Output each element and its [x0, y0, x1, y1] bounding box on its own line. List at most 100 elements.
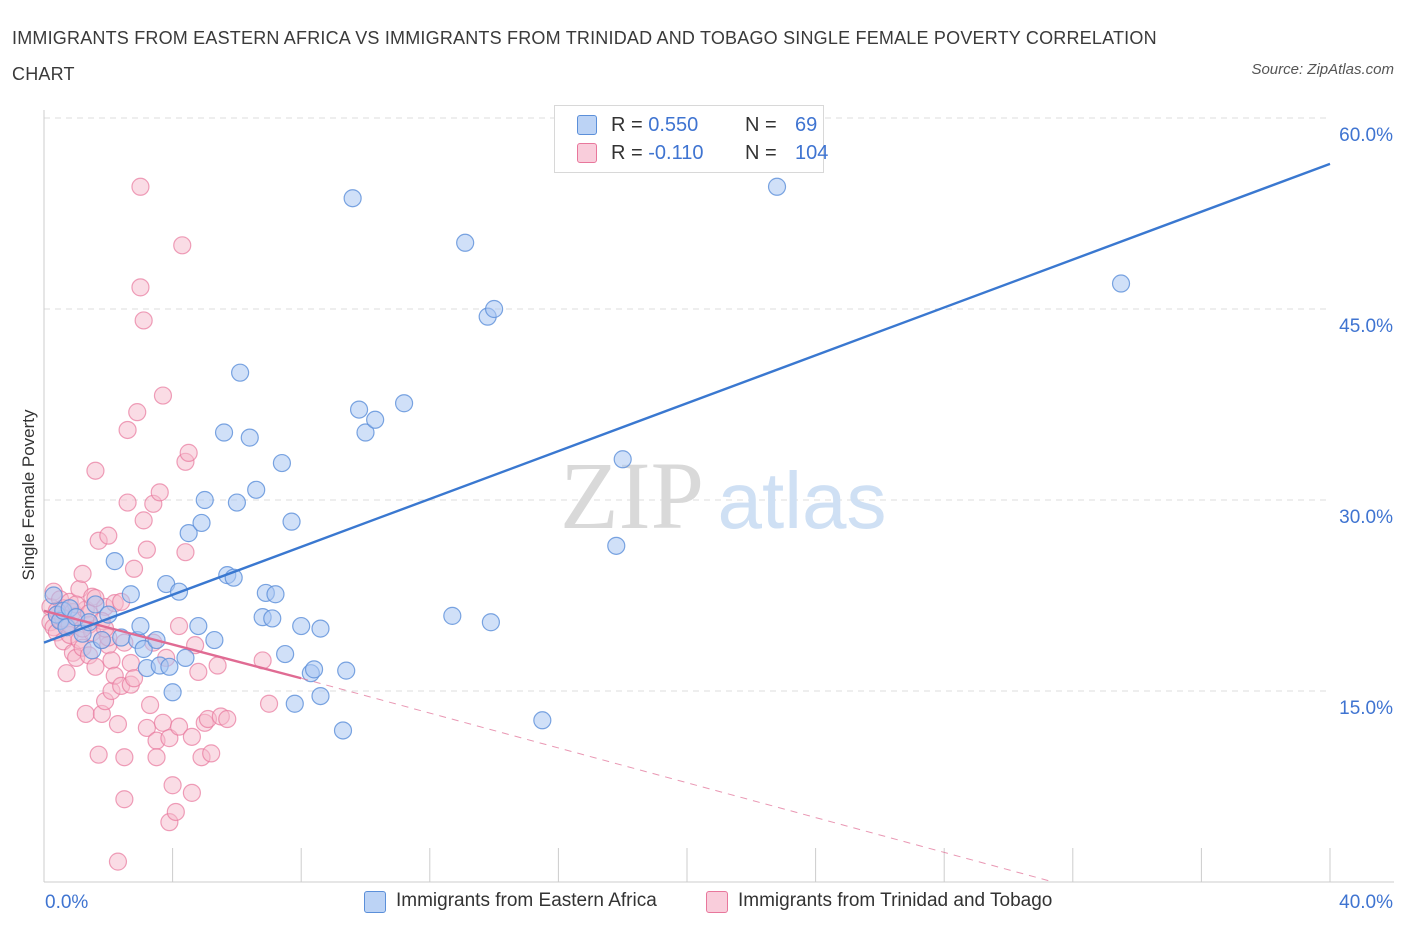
eastern-africa-point: [607, 536, 626, 555]
eastern-africa-point: [356, 423, 375, 442]
eastern-africa-point: [105, 552, 124, 571]
eastern-africa-point: [285, 694, 304, 713]
trinidad-point: [153, 713, 173, 732]
eastern-africa-point: [263, 609, 282, 628]
trinidad-point: [131, 278, 150, 297]
eastern-africa-point: [311, 686, 330, 706]
legend-swatch-pink: [706, 891, 728, 913]
chart-title: IMMIGRANTS FROM EASTERN AFRICA VS IMMIGR…: [12, 28, 1157, 84]
trinidad-point: [118, 493, 137, 512]
watermark: ZIP atlas: [560, 442, 886, 549]
eastern-africa-point: [333, 721, 353, 740]
eastern-africa-point: [272, 453, 292, 473]
eastern-africa-point: [304, 660, 324, 679]
eastern-africa-point: [443, 606, 462, 625]
trinidad-point: [134, 511, 153, 530]
n-value: 69: [795, 114, 818, 136]
trinidad-point: [137, 540, 156, 559]
eastern-africa-point: [1111, 274, 1131, 293]
eastern-africa-point: [195, 490, 214, 510]
trinidad-point: [102, 651, 121, 670]
eastern-africa-point: [192, 513, 211, 533]
trinidad-point: [115, 748, 134, 767]
eastern-africa-point: [337, 661, 356, 680]
trinidad-point: [259, 694, 279, 713]
trinidad-point: [182, 783, 201, 802]
watermark-atlas: atlas: [718, 456, 887, 545]
eastern-africa-point: [343, 189, 362, 208]
eastern-africa-point: [214, 423, 234, 442]
series-legend: Immigrants from Eastern Africa Immigrant…: [0, 888, 1406, 916]
eastern-africa-point: [189, 616, 208, 636]
eastern-africa-point: [86, 595, 105, 614]
trinidad-trend-line: [43, 609, 302, 680]
eastern-africa-point: [131, 616, 150, 636]
eastern-africa-point: [163, 683, 182, 702]
trinidad-point: [153, 386, 173, 405]
axes: [43, 110, 1394, 883]
trinidad-point: [99, 526, 118, 545]
trinidad-point: [208, 656, 227, 675]
eastern-africa-point: [485, 299, 504, 319]
eastern-africa-point: [533, 711, 552, 730]
eastern-africa-point: [613, 450, 632, 469]
r-value: 0.550: [648, 114, 699, 136]
eastern-africa-point: [205, 630, 224, 650]
eastern-africa-point: [231, 363, 250, 382]
trinidad-point: [137, 718, 156, 738]
trinidad-point: [147, 748, 166, 767]
eastern-africa-point: [282, 512, 301, 531]
series-trinidad-points: [41, 177, 279, 871]
trinidad-point: [218, 709, 237, 729]
trinidad-point: [166, 802, 185, 822]
trinidad-point: [73, 564, 92, 583]
trinidad-point: [118, 420, 137, 440]
eastern-africa-trend-line: [43, 162, 1331, 644]
eastern-africa-point: [311, 619, 330, 638]
trinidad-point: [169, 717, 189, 736]
trinidad-point: [124, 669, 144, 688]
legend-label: Immigrants from Eastern Africa: [396, 890, 657, 911]
trinidad-point: [86, 657, 105, 676]
trinidad-point: [169, 616, 189, 636]
eastern-africa-point: [92, 630, 111, 650]
eastern-africa-point: [179, 524, 198, 543]
legend-label: Immigrants from Trinidad and Tobago: [738, 890, 1053, 911]
eastern-africa-point: [366, 410, 385, 429]
n-value: 104: [795, 142, 829, 164]
trinidad-point: [108, 852, 128, 871]
trend-lines: [43, 162, 1331, 883]
y-tick-label: 15.0%: [1339, 698, 1393, 719]
legend-swatch-blue: [364, 891, 386, 913]
trinidad-point: [115, 790, 134, 809]
eastern-africa-point: [349, 400, 369, 419]
r-value: -0.110: [648, 142, 704, 164]
r-label: R =: [611, 142, 643, 164]
trinidad-point: [76, 704, 95, 724]
tick-labels: 15.0% 30.0% 45.0% 60.0% 0.0% 40.0%: [45, 125, 1393, 913]
eastern-africa-point: [767, 177, 787, 196]
trinidad-point: [163, 776, 182, 795]
eastern-africa-point: [276, 644, 295, 664]
r-label: R =: [611, 114, 643, 136]
trinidad-point: [189, 662, 208, 682]
trinidad-point: [134, 311, 153, 330]
eastern-africa-point: [266, 585, 285, 604]
watermark-zip: ZIP: [560, 442, 704, 549]
eastern-africa-point: [394, 394, 414, 413]
trinidad-point: [182, 727, 201, 746]
eastern-africa-point: [481, 613, 500, 632]
series-eastern-africa-points: [44, 177, 1131, 740]
correlation-legend: R = 0.550 N = 69 R = -0.110 N = 104: [554, 105, 828, 173]
legend-swatch-pink: [577, 143, 597, 163]
trinidad-point: [131, 177, 150, 196]
y-tick-label: 60.0%: [1339, 125, 1393, 146]
trinidad-point: [150, 483, 169, 502]
trinidad-point: [121, 653, 140, 673]
trinidad-point: [108, 715, 128, 734]
trinidad-point: [176, 543, 195, 562]
trinidad-point: [128, 403, 147, 422]
eastern-africa-point: [240, 428, 259, 447]
eastern-africa-point: [160, 657, 179, 676]
